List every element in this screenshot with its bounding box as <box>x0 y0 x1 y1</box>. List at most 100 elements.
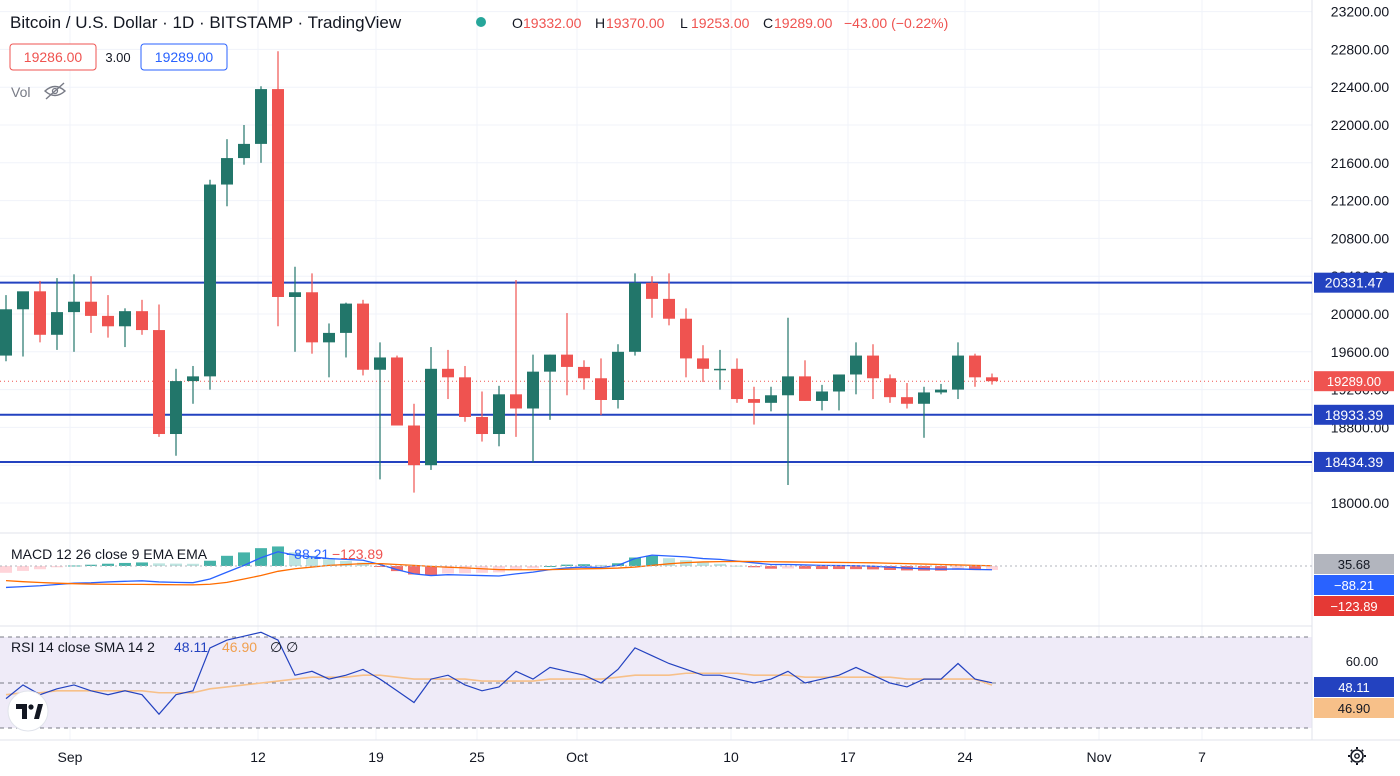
macd-hist-bar <box>221 555 233 566</box>
candle-body <box>578 366 590 379</box>
horizontal-line-label: 18933.39 <box>1325 407 1384 423</box>
macd-hist-bar <box>527 566 539 569</box>
macd-hist-bar <box>272 546 284 566</box>
macd-hist-bar <box>595 564 607 566</box>
macd-hist-bar <box>340 560 352 566</box>
macd-hist-bar <box>986 566 998 570</box>
time-tick-label: 24 <box>957 749 973 765</box>
candle-body <box>969 355 981 378</box>
price-tick-label: 19600.00 <box>1331 344 1390 360</box>
candle-body <box>952 355 964 390</box>
rsi-axis-value: 48.11 <box>1338 680 1370 695</box>
macd-hist-bar <box>102 563 114 566</box>
rsi-extra-values: ∅ ∅ <box>270 639 298 655</box>
rsi-level-60: 60.00 <box>1346 654 1379 669</box>
macd-hist-bar <box>238 552 250 566</box>
last-price-label: 19289.00 <box>1314 371 1394 392</box>
horizontal-lines[interactable] <box>0 281 1312 463</box>
price-tick-label: 22400.00 <box>1331 79 1390 95</box>
tradingview-logo[interactable] <box>7 690 49 732</box>
price-tick-label: 18000.00 <box>1331 495 1390 511</box>
candle-body <box>442 368 454 378</box>
candle-body <box>476 417 488 435</box>
time-tick-label: Sep <box>58 749 83 765</box>
macd-hist-axis-value: 35.68 <box>1338 557 1371 572</box>
ohlc-label: L <box>680 15 688 31</box>
rsi-label[interactable]: RSI 14 close SMA 14 2 <box>11 639 155 655</box>
horizontal-line-label: 20331.47 <box>1325 275 1384 291</box>
sell-price: 19286.00 <box>24 49 83 65</box>
candle-body <box>697 358 709 369</box>
macd-hist-bar <box>935 566 947 571</box>
macd-hist-bar <box>442 566 454 574</box>
rsi-legend: RSI 14 close SMA 14 2 48.11 46.90 ∅ ∅ <box>11 639 298 655</box>
buy-button[interactable] <box>140 43 228 71</box>
macd-hist-bar <box>850 566 862 570</box>
macd-hist-bar <box>765 566 777 569</box>
candle-body <box>289 292 301 297</box>
macd-hist-bar <box>306 555 318 566</box>
macd-axis-value: −88.21 <box>1334 578 1374 593</box>
candle-body <box>918 392 930 404</box>
market-status-icon[interactable] <box>476 17 486 27</box>
candle-body <box>68 301 80 313</box>
macd-hist-bar <box>612 563 624 566</box>
ohlc-value: 19332.00 <box>523 15 582 31</box>
candle-body <box>646 282 658 299</box>
candle-body <box>153 330 165 435</box>
settings-gear-icon[interactable] <box>1348 747 1366 765</box>
candle-body <box>17 291 29 310</box>
spread-value: 3.00 <box>105 50 130 65</box>
candle-body <box>799 376 811 401</box>
ohlc-value: 19370.00 <box>606 15 665 31</box>
candle-body <box>867 355 879 379</box>
candle-body <box>0 309 12 356</box>
candle-body <box>323 332 335 343</box>
macd-hist-bar <box>561 564 573 566</box>
macd-hist-bar <box>323 559 335 566</box>
sell-button[interactable] <box>9 43 97 71</box>
time-tick-label: 7 <box>1198 749 1206 765</box>
candle-body <box>612 351 624 400</box>
time-tick-label: 10 <box>723 749 739 765</box>
candle-body <box>680 318 692 359</box>
ohlc-values: O 19332.00 H 19370.00 L 19253.00 C 19289.00 <box>512 15 833 31</box>
candle-body <box>935 389 947 393</box>
price-tick-label: 21200.00 <box>1331 193 1390 209</box>
price-tick-label: 22800.00 <box>1331 41 1390 57</box>
macd-hist-bar <box>884 566 896 570</box>
candle-body <box>255 89 267 144</box>
macd-hist-bar <box>408 566 420 575</box>
candle-body <box>833 374 845 392</box>
macd-hist-bar <box>663 558 675 566</box>
candle-body <box>748 399 760 403</box>
legend-header: Bitcoin / U.S. Dollar · 1D · BITSTAMP · … <box>9 13 948 100</box>
macd-label[interactable]: MACD 12 26 close 9 EMA EMA <box>11 546 208 562</box>
macd-hist-bar <box>153 563 165 566</box>
buy-price: 19289.00 <box>155 49 214 65</box>
macd-hist-bar <box>510 566 522 571</box>
time-axis[interactable]: Sep 12 19 25 Oct 10 17 24 Nov 7 <box>58 749 1207 765</box>
macd-hist-bar <box>136 562 148 566</box>
candle-body <box>850 355 862 375</box>
rsi-legend-value: 48.11 <box>174 639 208 655</box>
candle-body <box>204 184 216 377</box>
hidden-eye-icon[interactable] <box>43 82 67 100</box>
candle-body <box>629 282 641 352</box>
volume-label[interactable]: Vol <box>11 84 30 100</box>
price-tick-label: 21600.00 <box>1331 155 1390 171</box>
symbol-title[interactable]: Bitcoin / U.S. Dollar · 1D · BITSTAMP · … <box>10 13 402 32</box>
macd-hist-bar <box>867 566 879 570</box>
macd-hist-bar <box>459 566 471 574</box>
candle-body <box>544 354 556 372</box>
candle-body <box>187 376 199 382</box>
candle-body <box>663 298 675 319</box>
macd-hist-bar <box>782 566 794 569</box>
candle-body <box>816 391 828 401</box>
candle-body <box>374 357 386 370</box>
candle-body <box>731 368 743 400</box>
horizontal-line-labels: 20331.47 18933.39 18434.39 <box>1314 272 1394 472</box>
price-tick-label: 20800.00 <box>1331 230 1390 246</box>
macd-hist-bar <box>204 560 216 566</box>
macd-hist-bar <box>187 563 199 566</box>
